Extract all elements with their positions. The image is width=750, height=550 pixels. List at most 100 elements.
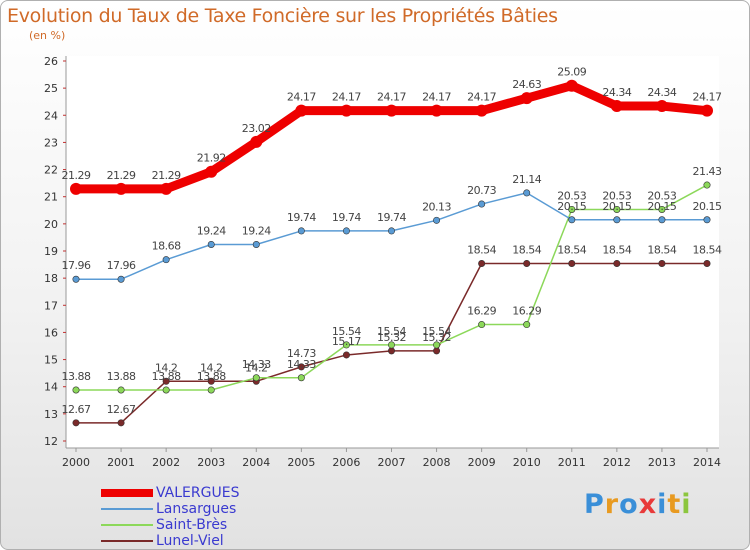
legend-swatch-saint-bres [101, 524, 153, 526]
data-label: 24.34 [602, 86, 631, 99]
y-tick-label: 16 [44, 326, 58, 339]
data-label: 21.29 [152, 169, 181, 182]
data-point [252, 374, 260, 382]
data-point [252, 240, 260, 248]
data-label: 21.43 [693, 165, 722, 178]
data-point [523, 259, 531, 267]
logo-letter: t [667, 489, 682, 520]
data-label: 19.24 [242, 224, 271, 237]
data-label: 25.09 [557, 66, 586, 79]
data-label: 21.29 [107, 169, 136, 182]
data-point [385, 104, 398, 117]
data-label: 19.74 [332, 211, 361, 224]
logo-letter: i [681, 489, 692, 520]
data-label: 14.2 [155, 361, 178, 374]
data-point [523, 189, 531, 197]
data-point [433, 216, 441, 224]
data-label: 12.67 [62, 403, 91, 416]
y-tick-label: 23 [44, 136, 58, 149]
legend: VALERGUES Lansargues Saint-Brès Lunel-Vi… [101, 485, 361, 549]
x-tick-label: 2004 [242, 456, 270, 469]
legend-swatch-valergues [101, 489, 153, 497]
y-tick-label: 22 [44, 164, 58, 177]
data-point [478, 321, 486, 329]
data-point [295, 104, 308, 117]
legend-label: Lunel-Viel [156, 533, 224, 549]
data-point [342, 227, 350, 235]
legend-swatch-lansargues [101, 508, 153, 510]
y-tick-label: 12 [44, 435, 58, 448]
data-point [115, 182, 128, 195]
data-point [250, 135, 263, 148]
data-label: 16.29 [512, 305, 541, 318]
y-tick-label: 19 [44, 245, 58, 258]
data-label: 18.54 [512, 243, 541, 256]
data-point [658, 259, 666, 267]
x-tick-label: 2010 [513, 456, 541, 469]
data-point [207, 386, 215, 394]
data-point [117, 419, 125, 427]
data-point [613, 259, 621, 267]
x-tick-label: 2008 [423, 456, 451, 469]
data-label: 13.88 [62, 370, 91, 383]
data-label: 15.54 [377, 325, 406, 338]
data-point [568, 259, 576, 267]
data-point [207, 377, 215, 385]
data-point [703, 259, 711, 267]
data-point [613, 216, 621, 224]
data-point [162, 256, 170, 264]
data-label: 19.24 [197, 224, 226, 237]
data-point [72, 386, 80, 394]
data-label: 24.17 [467, 91, 496, 104]
data-point [72, 419, 80, 427]
data-label: 18.54 [602, 243, 631, 256]
data-label: 24.34 [647, 86, 676, 99]
data-point [207, 240, 215, 248]
data-point [387, 341, 395, 349]
data-label: 15.32 [422, 331, 451, 344]
data-point [160, 182, 173, 195]
x-tick-label: 2001 [107, 456, 135, 469]
data-point [342, 351, 350, 359]
logo-letter: o [619, 489, 639, 520]
data-point [117, 386, 125, 394]
data-point [433, 341, 441, 349]
data-point [430, 104, 443, 117]
data-point [610, 100, 623, 113]
data-point [565, 79, 578, 92]
data-label: 15.17 [332, 335, 361, 348]
legend-item-valergues: VALERGUES [101, 485, 361, 501]
legend-label: Lansargues [156, 501, 237, 517]
data-label: 20.15 [693, 200, 722, 213]
y-tick-label: 24 [44, 109, 58, 122]
x-tick-label: 2013 [648, 456, 676, 469]
data-label: 14.33 [287, 358, 316, 371]
y-tick-label: 20 [44, 218, 58, 231]
data-label: 13.88 [152, 370, 181, 383]
data-point [703, 216, 711, 224]
x-tick-label: 2011 [558, 456, 586, 469]
data-label: 18.54 [467, 243, 496, 256]
x-tick-label: 2003 [197, 456, 225, 469]
y-tick-label: 15 [44, 354, 58, 367]
data-label: 19.74 [377, 211, 406, 224]
data-point [433, 347, 441, 355]
data-point [520, 92, 533, 105]
x-tick-label: 2007 [378, 456, 406, 469]
y-tick-label: 26 [44, 55, 58, 68]
logo-letter: x [638, 489, 658, 520]
data-label: 15.54 [332, 325, 361, 338]
legend-item-lunel-viel: Lunel-Viel [101, 533, 361, 549]
data-point [478, 200, 486, 208]
data-label: 20.13 [422, 200, 451, 213]
data-point [205, 165, 218, 178]
data-point [297, 374, 305, 382]
x-tick-label: 2005 [287, 456, 315, 469]
data-point [658, 205, 666, 213]
data-label: 18.54 [693, 243, 722, 256]
data-point [655, 100, 668, 113]
data-label: 19.74 [287, 211, 316, 224]
data-point [475, 104, 488, 117]
data-label: 12.67 [107, 403, 136, 416]
